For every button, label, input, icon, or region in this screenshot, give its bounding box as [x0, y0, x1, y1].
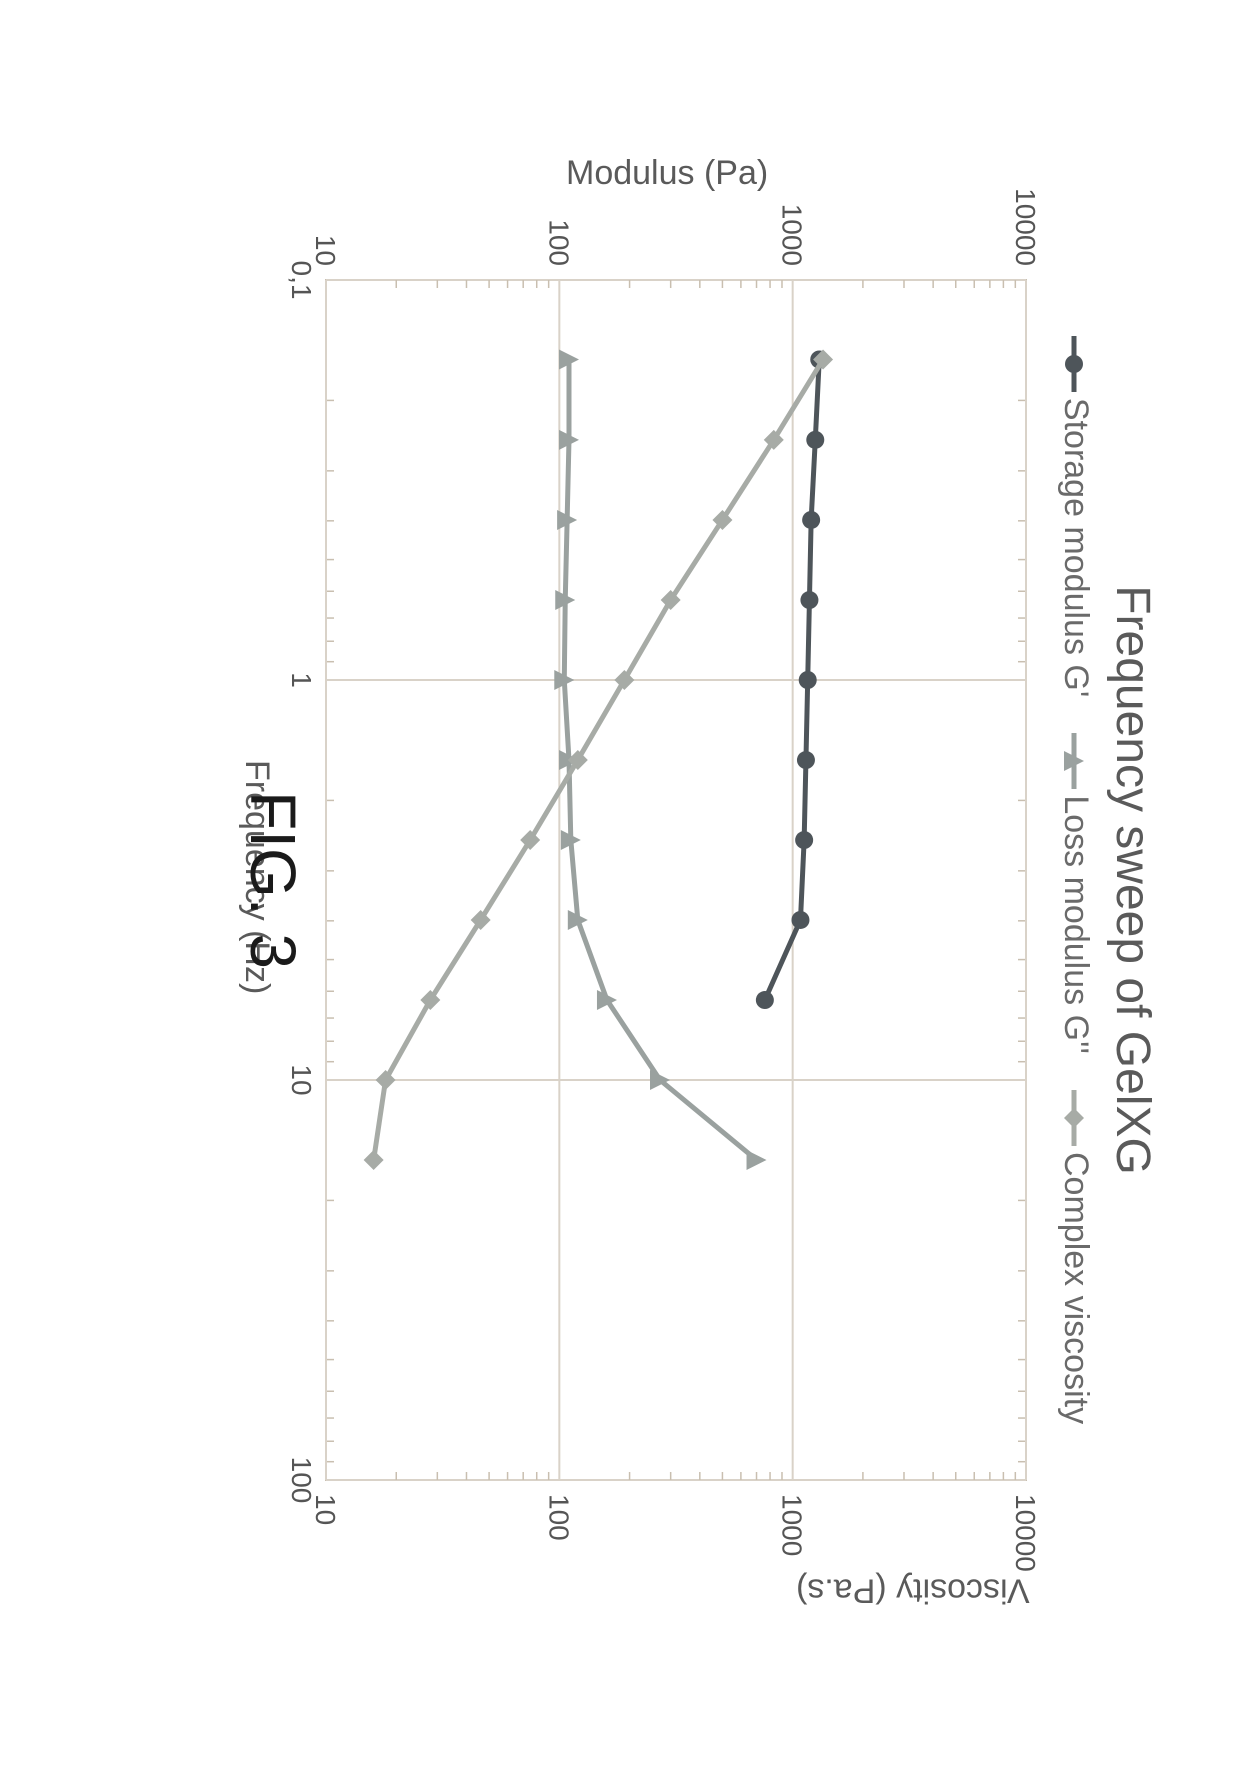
- legend-label: Storage modulus G': [1057, 398, 1095, 697]
- y-axis-right-label: Viscosity (Pa.s): [796, 1571, 1030, 1610]
- legend-item: Complex viscosity: [1056, 1090, 1095, 1424]
- svg-text:1: 1: [286, 672, 317, 688]
- legend-label: Complex viscosity: [1057, 1152, 1095, 1424]
- chart-title: Frequency sweep of GelXG: [1105, 80, 1160, 1680]
- svg-text:1000: 1000: [777, 204, 808, 266]
- svg-text:10000: 10000: [1010, 1494, 1041, 1572]
- svg-text:10: 10: [310, 1494, 341, 1525]
- rotated-figure: Frequency sweep of GelXG Storage modulus…: [70, 80, 1170, 1680]
- y-axis-left-label: Modulus (Pa): [566, 154, 768, 193]
- svg-text:10000: 10000: [1010, 188, 1041, 266]
- figure-caption: FIG. 3: [236, 791, 310, 969]
- frequency-sweep-chart: 0,11101001010100100100010001000010000: [246, 120, 1046, 1640]
- svg-text:0,1: 0,1: [286, 261, 317, 300]
- svg-text:100: 100: [543, 219, 574, 266]
- svg-text:10: 10: [286, 1064, 317, 1095]
- legend: Storage modulus G' Loss modulus G'' Comple…: [1056, 80, 1095, 1680]
- legend-label: Loss modulus G'': [1057, 795, 1095, 1054]
- legend-item: Loss modulus G'': [1056, 733, 1095, 1054]
- legend-item: Storage modulus G': [1056, 336, 1095, 697]
- svg-text:1000: 1000: [777, 1494, 808, 1556]
- svg-text:10: 10: [310, 235, 341, 266]
- svg-text:100: 100: [543, 1494, 574, 1541]
- chart-container: 0,11101001010100100100010001000010000 Mo…: [186, 120, 1046, 1640]
